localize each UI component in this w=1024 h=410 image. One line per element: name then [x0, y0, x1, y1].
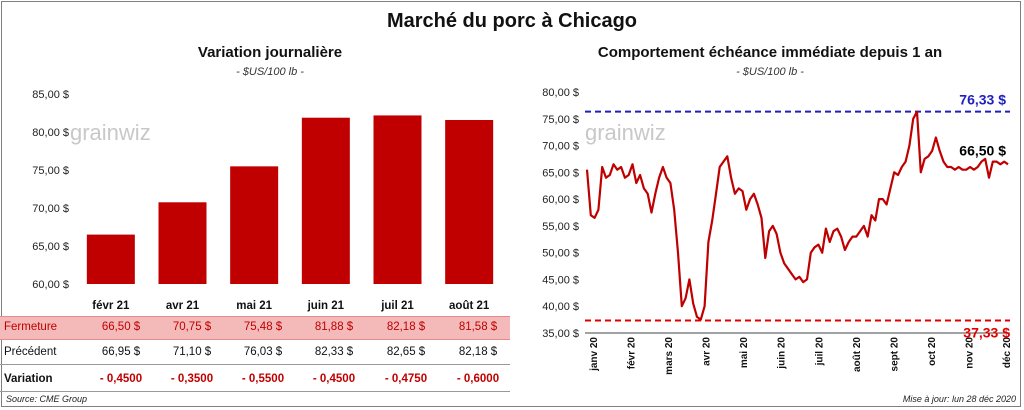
- table-cell: 82,18 $: [458, 346, 498, 358]
- left-chart-subtitle: - $US/100 lb -: [236, 66, 304, 78]
- bar: [86, 234, 135, 284]
- y-tick-label: 60,00 $: [32, 279, 69, 291]
- table-row-previous: Précédent 66,95 $ 71,10 $ 76,03 $ 82,33 …: [0, 342, 510, 364]
- bar: [373, 115, 422, 284]
- x-tick-label: oct 20: [927, 337, 938, 366]
- y-tick-label: 35,00 $: [542, 328, 579, 340]
- x-tick-label: avr 20: [702, 337, 713, 366]
- y-tick-label: 65,00 $: [32, 241, 69, 253]
- table-cell: - 0,5500: [241, 373, 285, 385]
- x-tick-label: mai 20: [739, 337, 750, 369]
- table-cell: 70,75 $: [172, 321, 212, 333]
- table-cell: 81,88 $: [314, 321, 354, 333]
- x-tick-label: avr 21: [166, 300, 200, 312]
- table-cell: - 0,4750: [384, 373, 428, 385]
- table-cell: - 0,4500: [99, 373, 143, 385]
- bar: [158, 202, 207, 284]
- grainwiz-watermark-right: grainwiz: [585, 120, 666, 145]
- page-title: Marché du porc à Chicago: [386, 10, 638, 32]
- y-tick-label: 65,00 $: [542, 167, 579, 179]
- x-tick-label: janv 20: [589, 337, 600, 372]
- update-note: Mise à jour: lun 28 déc 2020: [902, 394, 1016, 404]
- x-tick-label: août 20: [852, 337, 863, 372]
- y-tick-label: 70,00 $: [32, 203, 69, 215]
- y-tick-label: 75,00 $: [32, 165, 69, 177]
- daily-variation-bar-chart: grainwiz 60,00 $ 65,00 $ 70,00 $ 75,00 $ 80,…: [32, 89, 494, 312]
- right-chart-title: Comportement échéance immédiate depuis 1…: [597, 44, 943, 61]
- left-chart-title: Variation journalière: [197, 44, 343, 61]
- x-tick-label: sept 20: [889, 337, 900, 372]
- min-value-label: 37,33 $: [963, 325, 1010, 341]
- table-divider: [0, 364, 510, 365]
- row-label: Précédent: [4, 346, 57, 358]
- table-cell: 82,33 $: [314, 346, 354, 358]
- x-tick-label: déc 20: [1002, 337, 1013, 369]
- x-tick-label: juin 21: [307, 300, 345, 312]
- y-tick-label: 50,00 $: [542, 248, 579, 260]
- table-cell: - 0,4500: [312, 373, 356, 385]
- front-month-line-chart: grainwiz 35,00 $ 40,00 $ 45,00 $ 50,00 $ 55,…: [542, 87, 1013, 375]
- y-tick-label: 45,00 $: [542, 274, 579, 286]
- max-value-label: 76,33 $: [959, 92, 1006, 108]
- bar: [301, 117, 350, 284]
- right-chart-subtitle: - $US/100 lb -: [736, 66, 804, 78]
- x-tick-label: août 21: [449, 300, 490, 312]
- x-tick-label: févr 21: [92, 300, 130, 312]
- table-divider: [0, 391, 510, 392]
- price-series-line: [585, 110, 1009, 321]
- row-label: Fermeture: [4, 321, 58, 333]
- bar: [230, 166, 279, 284]
- y-tick-label: 55,00 $: [542, 221, 579, 233]
- table-cell: 82,65 $: [386, 346, 426, 358]
- table-row-close: Fermeture 66,50 $ 70,75 $ 75,48 $ 81,88 …: [0, 316, 510, 340]
- grainwiz-watermark: grainwiz: [70, 120, 151, 145]
- table-cell: 66,50 $: [101, 321, 141, 333]
- table-row-variation: Variation - 0,4500 - 0,3500 - 0,5500 - 0…: [0, 369, 510, 391]
- x-tick-label: mai 21: [236, 300, 272, 312]
- row-label: Variation: [4, 373, 53, 385]
- x-tick-label: mars 20: [664, 337, 675, 375]
- table-cell: 81,58 $: [458, 321, 498, 333]
- y-tick-label: 75,00 $: [542, 114, 579, 126]
- last-value-label: 66,50 $: [959, 142, 1006, 158]
- table-cell: 82,18 $: [386, 321, 426, 333]
- bar: [445, 119, 494, 284]
- source-note: Source: CME Group: [6, 394, 88, 404]
- x-tick-label: juil 21: [380, 300, 414, 312]
- y-tick-label: 70,00 $: [542, 141, 579, 153]
- table-cell: 71,10 $: [172, 346, 212, 358]
- table-cell: 76,03 $: [243, 346, 283, 358]
- y-tick-label: 80,00 $: [542, 87, 579, 99]
- x-tick-label: juil 20: [814, 337, 825, 367]
- x-tick-label: juin 20: [777, 337, 788, 370]
- y-tick-label: 60,00 $: [542, 194, 579, 206]
- table-cell: - 0,6000: [456, 373, 500, 385]
- y-tick-label: 80,00 $: [32, 127, 69, 139]
- x-tick-label: nov 20: [964, 337, 975, 369]
- table-cell: - 0,3500: [170, 373, 214, 385]
- table-cell: 66,95 $: [101, 346, 141, 358]
- x-tick-label: févr 20: [627, 337, 638, 370]
- y-tick-label: 40,00 $: [542, 301, 579, 313]
- table-cell: 75,48 $: [243, 321, 283, 333]
- y-tick-label: 85,00 $: [32, 89, 69, 101]
